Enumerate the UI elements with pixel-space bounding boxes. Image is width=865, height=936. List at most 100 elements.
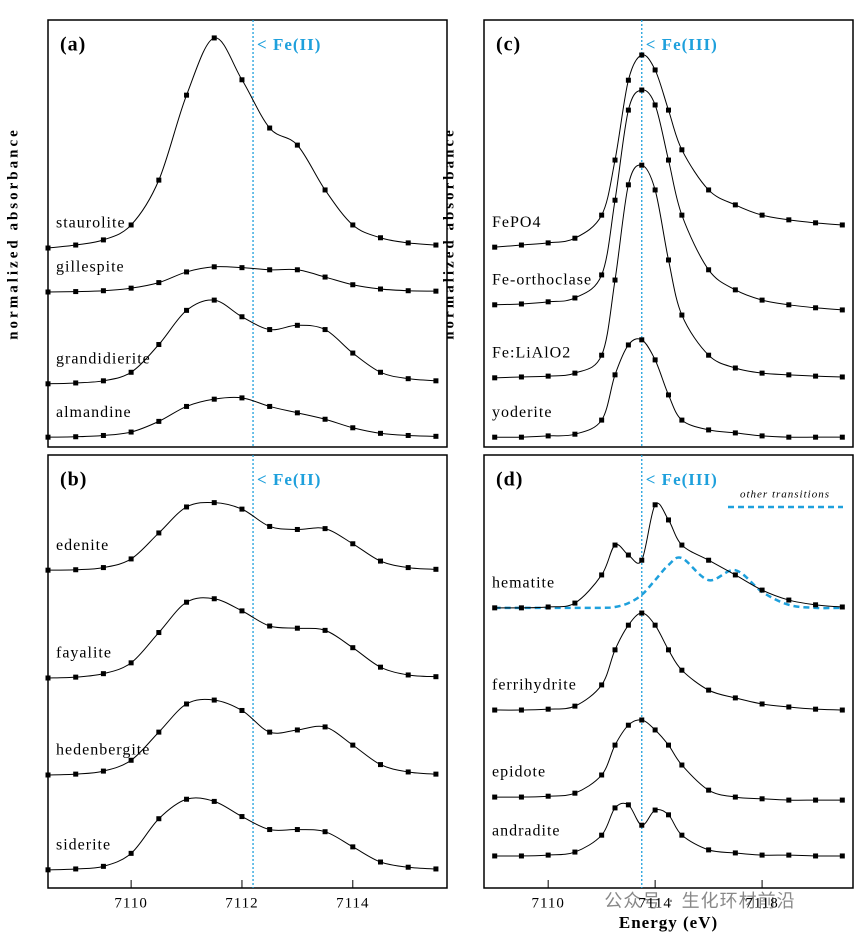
data-point: [128, 369, 134, 375]
data-point: [350, 282, 356, 288]
data-point: [128, 850, 134, 856]
data-point: [100, 671, 106, 677]
data-point: [211, 500, 217, 506]
fit-curve: [494, 719, 843, 801]
data-point: [813, 602, 819, 608]
data-point: [433, 288, 439, 294]
data-point: [545, 433, 551, 439]
marker-label: < Fe(III): [646, 470, 718, 489]
data-point: [639, 717, 645, 723]
data-point: [73, 674, 79, 680]
data-point: [759, 212, 765, 218]
data-point: [625, 802, 631, 808]
data-point: [518, 853, 524, 859]
data-point: [45, 245, 51, 251]
data-point: [599, 682, 605, 688]
panel-frame: [47, 454, 448, 889]
data-point: [625, 622, 631, 628]
panel-title: (d): [496, 469, 523, 491]
data-point: [786, 797, 792, 803]
data-point: [405, 376, 411, 382]
data-point: [639, 52, 645, 58]
data-point: [679, 762, 685, 768]
data-point: [652, 102, 658, 108]
data-point: [625, 552, 631, 558]
data-point: [599, 212, 605, 218]
data-point: [184, 599, 190, 605]
series-label: hematite: [492, 575, 555, 592]
data-point: [405, 288, 411, 294]
data-point: [73, 289, 79, 295]
data-point: [322, 627, 328, 633]
data-point: [732, 794, 738, 800]
data-point: [433, 674, 439, 680]
data-point: [433, 378, 439, 384]
data-point: [625, 722, 631, 728]
data-point: [652, 502, 658, 508]
data-point: [572, 431, 578, 437]
data-point: [639, 87, 645, 93]
data-point: [405, 565, 411, 571]
data-point: [786, 217, 792, 223]
data-point: [350, 541, 356, 547]
series-label: grandidierite: [56, 350, 151, 367]
series-label: hedenbergite: [56, 742, 150, 759]
data-point: [184, 269, 190, 275]
marker-label: < Fe(III): [646, 35, 718, 54]
data-point: [545, 852, 551, 858]
data-point: [545, 373, 551, 379]
data-point: [267, 623, 273, 629]
data-point: [639, 162, 645, 168]
data-point: [239, 265, 245, 271]
data-point: [612, 197, 618, 203]
x-tick-label: 7118: [745, 895, 778, 911]
data-point: [322, 829, 328, 835]
data-point: [612, 157, 618, 163]
data-point: [518, 242, 524, 248]
data-point: [350, 844, 356, 850]
data-point: [156, 342, 162, 348]
data-point: [184, 403, 190, 409]
data-point: [599, 772, 605, 778]
data-point: [73, 771, 79, 777]
series-label: edenite: [56, 537, 109, 554]
data-point: [786, 302, 792, 308]
data-point: [239, 314, 245, 320]
data-point: [184, 92, 190, 98]
data-point: [433, 433, 439, 439]
data-point: [73, 242, 79, 248]
data-point: [294, 322, 300, 328]
data-point: [813, 434, 819, 440]
data-point: [73, 434, 79, 440]
data-point: [211, 596, 217, 602]
data-point: [813, 706, 819, 712]
data-point: [73, 567, 79, 573]
data-point: [612, 277, 618, 283]
data-point: [433, 866, 439, 872]
data-point: [45, 434, 51, 440]
x-tick-label: 7110: [531, 895, 564, 911]
data-point: [405, 240, 411, 246]
data-point: [239, 814, 245, 820]
data-point: [128, 556, 134, 562]
data-point: [405, 672, 411, 678]
data-point: [679, 832, 685, 838]
data-point: [518, 794, 524, 800]
data-point: [405, 432, 411, 438]
data-point: [625, 182, 631, 188]
data-point: [666, 107, 671, 113]
data-point: [156, 816, 162, 822]
data-point: [612, 805, 618, 811]
data-point: [294, 526, 300, 532]
data-point: [612, 742, 618, 748]
data-point: [666, 742, 671, 748]
data-point: [839, 797, 845, 803]
series-label: epidote: [492, 764, 546, 781]
data-point: [156, 530, 162, 536]
data-point: [350, 645, 356, 651]
data-point: [239, 77, 245, 83]
data-point: [786, 434, 792, 440]
series-label: andradite: [492, 823, 561, 840]
data-point: [45, 772, 51, 778]
